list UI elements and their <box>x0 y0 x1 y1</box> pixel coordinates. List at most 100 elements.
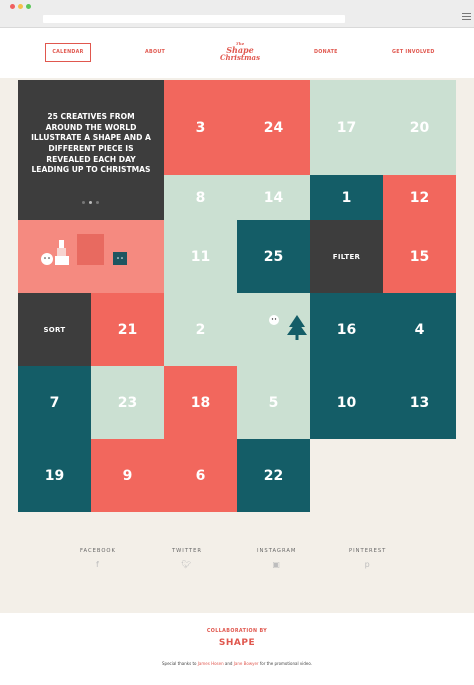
christmas-tree-icon <box>269 315 307 340</box>
illustration-tile[interactable] <box>18 220 164 293</box>
day-tile-10[interactable]: 10 <box>310 366 383 439</box>
slider-dot[interactable] <box>96 201 99 204</box>
social-instagram-link[interactable]: INSTAGRAM ▣ <box>257 548 296 569</box>
day-tile-14[interactable]: 14 <box>237 175 310 220</box>
day-tile-25[interactable]: 25 <box>237 220 310 293</box>
nav-about-link[interactable]: ABOUT <box>145 50 166 55</box>
footer: COLLABORATION BY SHAPE Special thanks to… <box>0 613 474 685</box>
day-number: 7 <box>49 394 60 411</box>
thanks-prefix: Special thanks to <box>162 661 197 666</box>
day-number: 21 <box>117 321 138 338</box>
shapes-illustration-icon <box>41 234 127 265</box>
filter-button[interactable]: FILTER <box>310 220 383 293</box>
day-tile-4[interactable]: 4 <box>383 293 456 366</box>
day-tile-20[interactable]: 20 <box>383 80 456 175</box>
slider-dot-active[interactable] <box>89 201 92 204</box>
day-tile-19[interactable]: 19 <box>18 439 91 512</box>
browser-chrome <box>0 0 474 28</box>
day-number: 19 <box>44 467 65 484</box>
day-tile-12[interactable]: 12 <box>383 175 456 220</box>
day-number: 15 <box>409 248 430 265</box>
address-bar[interactable] <box>43 15 345 23</box>
day-number: 14 <box>263 189 284 206</box>
instagram-icon: ▣ <box>272 560 281 569</box>
day-number: 17 <box>336 119 357 136</box>
social-facebook-link[interactable]: FACEBOOK f <box>80 548 116 569</box>
day-number: 2 <box>195 321 206 338</box>
illustration-tile-tree[interactable] <box>237 293 310 366</box>
day-tile-24[interactable]: 24 <box>237 80 310 175</box>
nav-donate-link[interactable]: DONATE <box>314 50 338 55</box>
intro-panel: 25 CREATIVES FROM AROUND THE WORLD ILLUS… <box>18 80 164 220</box>
day-number: 20 <box>409 119 430 136</box>
nav-calendar-button[interactable]: CALENDAR <box>45 43 91 62</box>
maximize-window-icon[interactable] <box>26 4 31 9</box>
day-tile-11[interactable]: 11 <box>164 220 237 293</box>
pinterest-icon: p <box>364 560 371 569</box>
pinterest-label: PINTEREST <box>349 548 387 554</box>
day-number: 13 <box>409 394 430 411</box>
day-tile-1[interactable]: 1 <box>310 175 383 220</box>
slider-dots <box>82 201 99 204</box>
day-tile-2[interactable]: 2 <box>164 293 237 366</box>
thanks-name-2-link[interactable]: Jane Bowyer <box>233 661 259 666</box>
day-tile-16[interactable]: 16 <box>310 293 383 366</box>
nav-calendar-label: CALENDAR <box>52 50 84 55</box>
minimize-window-icon[interactable] <box>18 4 23 9</box>
page: CALENDAR ABOUT The Shape Christmas DONAT… <box>0 28 474 685</box>
logo-line2: Shape <box>226 45 254 55</box>
day-number: 24 <box>263 119 284 136</box>
day-number: 3 <box>195 119 206 136</box>
thanks-text: Special thanks to James Hosen and Jane B… <box>0 661 474 666</box>
day-tile-17[interactable]: 17 <box>310 80 383 175</box>
sort-label: SORT <box>43 325 66 334</box>
day-number: 9 <box>122 467 133 484</box>
day-tile-15[interactable]: 15 <box>383 220 456 293</box>
logo-line3: Christmas <box>219 53 261 62</box>
day-tile-23[interactable]: 23 <box>91 366 164 439</box>
sort-button[interactable]: SORT <box>18 293 91 366</box>
day-number: 12 <box>409 189 430 206</box>
twitter-label: TWITTER <box>172 548 202 554</box>
facebook-label: FACEBOOK <box>80 548 116 554</box>
day-number: 8 <box>195 189 206 206</box>
day-tile-3[interactable]: 3 <box>164 80 237 175</box>
shape-brand-link[interactable]: SHAPE <box>218 638 256 648</box>
day-number: 6 <box>195 467 206 484</box>
day-number: 5 <box>268 394 279 411</box>
day-tile-7[interactable]: 7 <box>18 366 91 439</box>
instagram-label: INSTAGRAM <box>257 548 297 554</box>
facebook-icon: f <box>96 560 100 569</box>
site-logo[interactable]: The Shape Christmas <box>219 42 261 63</box>
day-number: 10 <box>336 394 357 411</box>
day-tile-22[interactable]: 22 <box>237 439 310 512</box>
day-number: 25 <box>263 248 284 265</box>
nav-get-involved-link[interactable]: GET INVOLVED <box>392 50 435 55</box>
day-number: 16 <box>336 321 357 338</box>
filter-label: FILTER <box>332 252 361 261</box>
day-tile-6[interactable]: 6 <box>164 439 237 512</box>
browser-menu-icon[interactable] <box>462 13 471 22</box>
collaboration-label: COLLABORATION BY <box>206 629 268 634</box>
social-pinterest-link[interactable]: PINTEREST p <box>349 548 386 569</box>
top-nav: CALENDAR ABOUT The Shape Christmas DONAT… <box>0 28 474 78</box>
slider-dot[interactable] <box>82 201 85 204</box>
close-window-icon[interactable] <box>10 4 15 9</box>
twitter-icon: 🐦︎ <box>181 560 193 569</box>
intro-text: 25 CREATIVES FROM AROUND THE WORLD ILLUS… <box>31 112 151 175</box>
day-tile-9[interactable]: 9 <box>91 439 164 512</box>
thanks-suffix: for the promotional video. <box>259 661 312 666</box>
thanks-name-1-link[interactable]: James Hosen <box>197 661 224 666</box>
day-number: 1 <box>341 189 352 206</box>
logo-line1: The <box>235 41 245 46</box>
day-tile-5[interactable]: 5 <box>237 366 310 439</box>
day-number: 11 <box>190 248 211 265</box>
day-number: 18 <box>190 394 211 411</box>
day-number: 23 <box>117 394 138 411</box>
day-tile-18[interactable]: 18 <box>164 366 237 439</box>
day-tile-13[interactable]: 13 <box>383 366 456 439</box>
day-tile-21[interactable]: 21 <box>91 293 164 366</box>
social-twitter-link[interactable]: TWITTER 🐦︎ <box>172 548 202 569</box>
day-tile-8[interactable]: 8 <box>164 175 237 220</box>
thanks-and: and <box>224 661 233 666</box>
